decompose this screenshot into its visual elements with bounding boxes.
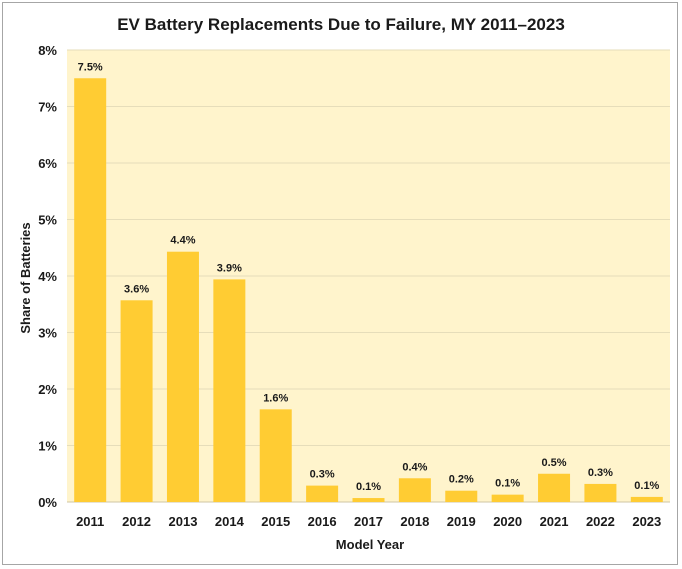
y-tick-label: 5%	[38, 213, 57, 228]
x-tick-label-2020: 2020	[493, 514, 522, 529]
y-tick-label: 0%	[38, 495, 57, 510]
bar-2023	[630, 496, 663, 502]
chart-title: EV Battery Replacements Due to Failure, …	[117, 15, 565, 34]
data-label-2019: 0.2%	[449, 474, 474, 486]
y-tick-label: 8%	[38, 43, 57, 58]
bar-2014	[213, 279, 246, 502]
bar-2013	[166, 251, 199, 502]
bar-2020	[491, 494, 524, 502]
x-tick-label-2012: 2012	[122, 514, 151, 529]
x-tick-label-2018: 2018	[400, 514, 429, 529]
data-label-2015: 1.6%	[263, 392, 288, 404]
x-tick-label-2022: 2022	[586, 514, 615, 529]
data-label-2021: 0.5%	[541, 457, 566, 469]
bar-2011	[74, 78, 107, 502]
x-tick-label-2019: 2019	[447, 514, 476, 529]
x-tick-label-2013: 2013	[169, 514, 198, 529]
bar-2022	[584, 483, 617, 502]
y-tick-label: 7%	[38, 100, 57, 115]
x-axis-title: Model Year	[336, 537, 404, 552]
x-tick-label-2017: 2017	[354, 514, 383, 529]
x-tick-label-2021: 2021	[540, 514, 569, 529]
bar-2015	[259, 409, 292, 502]
bar-2012	[120, 300, 153, 502]
data-label-2022: 0.3%	[588, 467, 613, 479]
bar-2021	[538, 473, 571, 502]
data-label-2016: 0.3%	[310, 469, 335, 481]
data-label-2020: 0.1%	[495, 478, 520, 490]
y-tick-label: 1%	[38, 439, 57, 454]
data-label-2023: 0.1%	[634, 480, 659, 492]
data-label-2011: 7.5%	[78, 61, 103, 73]
bar-2019	[445, 490, 478, 502]
x-tick-label-2011: 2011	[76, 514, 104, 529]
x-axis-ticks: 2011 2012 2013 2014 2015 2016 2017 2018 2019 2020…	[76, 514, 661, 529]
y-axis-title: Share of Batteries	[18, 222, 33, 333]
bar-2016	[306, 485, 339, 502]
data-label-2014: 3.9%	[217, 262, 242, 274]
y-tick-label: 6%	[38, 156, 57, 171]
x-tick-label-2014: 2014	[215, 514, 245, 529]
x-tick-label-2016: 2016	[308, 514, 337, 529]
y-axis-ticks: 0% 1% 2% 3% 4% 5% 6% 7% 8%	[38, 43, 57, 510]
bar-2017	[352, 498, 385, 502]
data-label-2017: 0.1%	[356, 481, 381, 493]
x-tick-label-2023: 2023	[632, 514, 661, 529]
data-label-2018: 0.4%	[402, 461, 427, 473]
x-tick-label-2015: 2015	[261, 514, 290, 529]
data-label-2012: 3.6%	[124, 283, 149, 295]
bars	[74, 78, 663, 502]
y-tick-label: 4%	[38, 269, 57, 284]
y-tick-label: 3%	[38, 326, 57, 341]
y-tick-label: 2%	[38, 382, 57, 397]
data-label-2013: 4.4%	[170, 235, 195, 247]
data-labels: 7.5% 3.6% 4.4% 3.9% 1.6% 0.3% 0.1% 0.4% 0.2% 0.1%…	[78, 61, 660, 493]
bar-2018	[398, 478, 431, 502]
